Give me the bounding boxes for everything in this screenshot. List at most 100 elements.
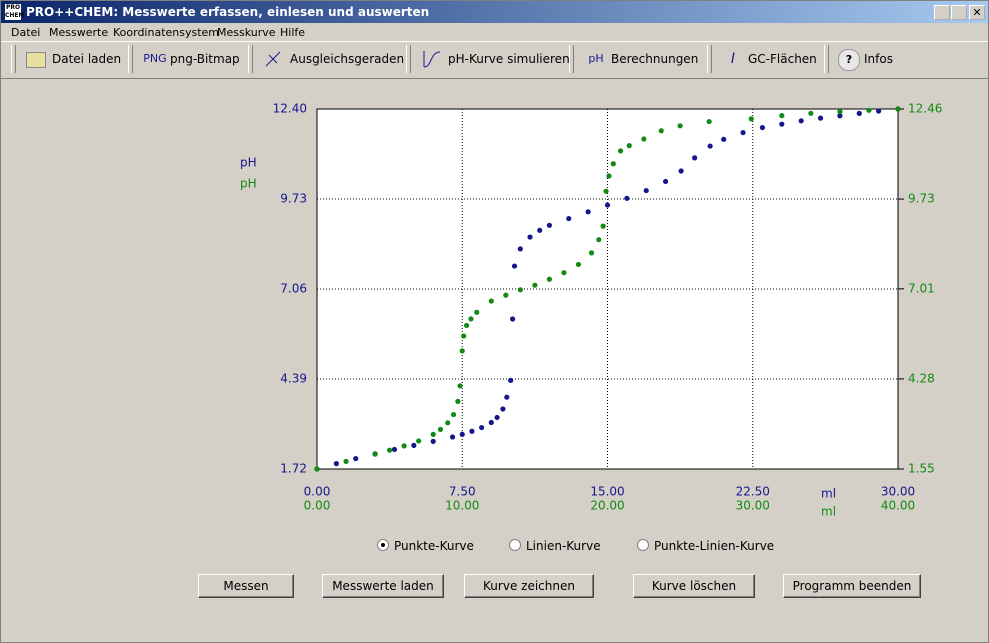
- data-point: [468, 316, 474, 322]
- close-button[interactable]: ✕: [969, 5, 985, 20]
- data-point: [455, 398, 461, 404]
- data-point: [546, 276, 553, 282]
- data-point: [537, 227, 543, 233]
- radio-dot: [381, 543, 385, 547]
- y2-tick-label: 4.28: [908, 371, 935, 385]
- data-point: [527, 234, 533, 240]
- data-point: [808, 110, 814, 116]
- radio-label[interactable]: Linien-Kurve: [526, 539, 601, 553]
- data-point: [353, 455, 359, 462]
- push-button[interactable]: Kurve löschen: [633, 574, 755, 598]
- data-point: [387, 447, 393, 453]
- data-point: [759, 124, 766, 131]
- data-point: [511, 263, 518, 269]
- toolbar-button[interactable]: Berechnungen: [611, 52, 699, 66]
- data-point: [779, 121, 785, 127]
- data-point: [779, 112, 785, 119]
- toolbar-button[interactable]: Ausgleichsgeraden: [290, 52, 405, 66]
- toolbar-icon[interactable]: I: [730, 51, 736, 67]
- data-point: [748, 116, 754, 122]
- x2-tick-label: 10.00: [445, 499, 479, 513]
- data-point: [508, 377, 514, 383]
- data-point: [504, 394, 510, 400]
- data-point: [449, 434, 456, 440]
- data-point: [643, 187, 649, 194]
- data-point: [474, 309, 480, 315]
- data-point: [866, 107, 872, 113]
- radio-button[interactable]: [637, 539, 649, 551]
- y-axis-label: pH: [240, 156, 257, 170]
- push-button[interactable]: Messen: [198, 574, 294, 598]
- push-button[interactable]: Programm beenden: [783, 574, 921, 598]
- minimize-button[interactable]: [934, 5, 950, 20]
- data-point: [430, 438, 436, 444]
- toolbar-button[interactable]: png-Bitmap: [170, 52, 240, 66]
- y2-axis-label: pH: [240, 177, 257, 191]
- x-axis-label: ml: [821, 487, 836, 501]
- x-tick-label: 30.00: [881, 485, 915, 499]
- data-point: [817, 115, 824, 121]
- maximize-button[interactable]: [951, 5, 967, 20]
- menu-item[interactable]: Messkurve: [217, 26, 276, 39]
- data-point: [604, 202, 611, 208]
- data-point: [837, 109, 843, 115]
- data-point: [500, 406, 506, 412]
- data-point: [624, 195, 630, 201]
- toolbar-separator: [824, 45, 829, 73]
- toolbar-button[interactable]: Infos: [864, 52, 893, 66]
- toolbar: [1, 41, 988, 79]
- data-point: [391, 446, 398, 453]
- data-point: [461, 333, 467, 339]
- folder-icon[interactable]: [26, 52, 46, 68]
- x-tick-label: 7.50: [449, 485, 476, 499]
- app-icon: PRO CHEM: [5, 4, 25, 20]
- data-point: [798, 118, 804, 124]
- menu-item[interactable]: Datei: [11, 26, 41, 39]
- radio-button[interactable]: [509, 539, 521, 551]
- data-point: [450, 411, 457, 418]
- data-point: [692, 155, 698, 161]
- data-point: [343, 458, 349, 465]
- menu-item[interactable]: Koordinatensystem: [113, 26, 220, 39]
- y2-tick-label: 1.55: [908, 462, 935, 476]
- push-button[interactable]: Messwerte laden: [322, 574, 444, 598]
- data-point: [561, 270, 567, 276]
- data-point: [641, 136, 647, 142]
- x2-tick-label: 30.00: [736, 499, 770, 513]
- toolbar-icon[interactable]: pH: [588, 52, 604, 65]
- x-tick-label: 22.50: [736, 485, 770, 499]
- radio-label[interactable]: Punkte-Kurve: [394, 539, 474, 553]
- data-point: [401, 443, 407, 449]
- radio-button[interactable]: [377, 539, 389, 551]
- y-tick-label: 7.06: [280, 282, 307, 296]
- toolbar-icon[interactable]: ?: [838, 49, 860, 71]
- data-point: [566, 215, 572, 222]
- toolbar-button[interactable]: pH-Kurve simulieren: [448, 52, 570, 66]
- window-title: PRO++CHEM: Messwerte erfassen, einlesen …: [26, 5, 430, 19]
- toolbar-separator: [569, 45, 574, 73]
- regression-icon[interactable]: [263, 49, 283, 69]
- chart: 0.00 7.50 15.00 22.50 30.000.00 10.00 20.00 30.…: [240, 102, 942, 519]
- title-bar: PRO CHEM PRO++CHEM: Messwerte erfassen, e…: [1, 1, 988, 23]
- toolbar-separator: [128, 45, 133, 73]
- data-point: [677, 123, 683, 129]
- y2-tick-label: 12.46: [908, 102, 942, 116]
- data-point: [663, 178, 669, 185]
- toolbar-button[interactable]: Datei laden: [52, 52, 122, 66]
- data-point: [610, 161, 616, 167]
- menu-item[interactable]: Hilfe: [280, 26, 306, 39]
- data-point: [721, 136, 727, 142]
- data-point: [546, 222, 553, 228]
- curve-icon[interactable]: [422, 49, 442, 69]
- x2-axis-label: ml: [821, 505, 836, 519]
- push-button[interactable]: Kurve zeichnen: [464, 574, 594, 598]
- data-point: [575, 261, 582, 268]
- radio-label[interactable]: Punkte-Linien-Kurve: [654, 539, 775, 553]
- toolbar-button[interactable]: GC-Flächen: [748, 52, 817, 66]
- data-point: [488, 298, 494, 304]
- toolbar-icon[interactable]: PNG: [143, 52, 167, 65]
- menu-item[interactable]: Messwerte: [49, 26, 109, 39]
- data-point: [314, 466, 320, 472]
- data-point: [469, 428, 475, 434]
